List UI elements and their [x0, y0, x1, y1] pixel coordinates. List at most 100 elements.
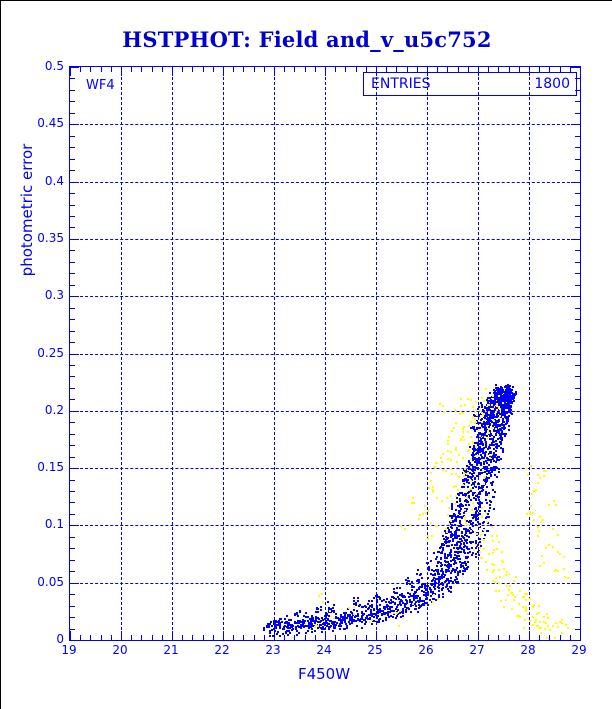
scatter-point: [502, 450, 504, 452]
scatter-point: [466, 557, 468, 559]
scatter-point: [489, 455, 491, 457]
scatter-point: [353, 609, 355, 611]
scatter-point: [375, 619, 377, 621]
y-axis-minor-tick: [575, 422, 580, 423]
y-axis-minor-tick: [70, 250, 75, 251]
scatter-point: [539, 621, 541, 623]
scatter-point: [501, 390, 503, 392]
scatter-point: [309, 623, 311, 625]
scatter-point: [475, 507, 477, 509]
scatter-point: [464, 534, 466, 536]
scatter-point: [468, 443, 470, 445]
scatter-point: [472, 522, 474, 524]
x-axis-tick: [70, 631, 71, 640]
scatter-point: [471, 509, 473, 511]
scatter-point: [438, 594, 440, 596]
scatter-point: [415, 595, 417, 597]
scatter-point: [483, 463, 485, 465]
scatter-point: [472, 426, 474, 428]
scatter-point: [317, 625, 319, 627]
scatter-point: [493, 400, 495, 402]
scatter-point: [491, 526, 493, 528]
scatter-point: [416, 589, 418, 591]
scatter-point: [535, 489, 537, 491]
scatter-point: [419, 514, 421, 516]
scatter-point: [494, 491, 496, 493]
scatter-point: [442, 405, 444, 407]
scatter-point: [402, 612, 404, 614]
x-axis-minor-tick: [570, 635, 571, 640]
scatter-point: [438, 551, 440, 553]
y-axis-minor-tick: [575, 136, 580, 137]
scatter-point: [489, 438, 491, 440]
scatter-point: [503, 409, 505, 411]
scatter-point: [489, 472, 491, 474]
scatter-point: [500, 435, 502, 437]
scatter-point: [495, 428, 497, 430]
y-axis-minor-tick: [70, 319, 75, 320]
scatter-point: [328, 628, 330, 630]
scatter-point: [285, 632, 287, 634]
scatter-point: [324, 624, 326, 626]
scatter-point: [450, 572, 452, 574]
scatter-point: [421, 590, 423, 592]
scatter-point: [405, 599, 407, 601]
y-axis-title: photometric error: [18, 143, 36, 277]
scatter-point: [480, 441, 482, 443]
scatter-point: [547, 617, 549, 619]
scatter-point: [274, 625, 276, 627]
scatter-point: [552, 625, 554, 627]
scatter-point: [493, 569, 495, 571]
scatter-point: [472, 452, 474, 454]
y-axis-minor-tick: [70, 227, 75, 228]
scatter-point: [477, 408, 479, 410]
scatter-point: [482, 415, 484, 417]
scatter-point: [478, 483, 480, 485]
scatter-point: [441, 564, 443, 566]
scatter-point: [440, 583, 442, 585]
scatter-point: [402, 617, 404, 619]
scatter-point: [495, 392, 497, 394]
scatter-point: [508, 391, 510, 393]
scatter-point: [432, 574, 434, 576]
scatter-point: [484, 476, 486, 478]
scatter-point: [297, 620, 299, 622]
scatter-point: [349, 618, 351, 620]
scatter-point: [503, 428, 505, 430]
panel-tag-label: WF4: [86, 78, 115, 93]
scatter-point: [446, 538, 448, 540]
scatter-point: [486, 409, 488, 411]
scatter-point: [445, 561, 447, 563]
scatter-point: [291, 629, 293, 631]
scatter-point: [269, 635, 271, 637]
scatter-point: [466, 481, 468, 483]
scatter-point: [482, 470, 484, 472]
scatter-point: [350, 611, 352, 613]
scatter-point: [434, 583, 436, 585]
scatter-point: [466, 480, 468, 482]
scatter-point: [455, 531, 457, 533]
scatter-point: [327, 601, 329, 603]
y-axis-tick-label: 0.2: [44, 403, 64, 417]
scatter-point: [371, 600, 373, 602]
scatter-point: [343, 628, 345, 630]
scatter-point: [458, 547, 460, 549]
scatter-point: [295, 628, 297, 630]
scatter-point: [498, 409, 500, 411]
scatter-point: [462, 412, 464, 414]
scatter-point: [306, 625, 308, 627]
scatter-point: [513, 599, 515, 601]
x-axis-minor-tick: [192, 67, 193, 72]
scatter-point: [391, 608, 393, 610]
scatter-point: [483, 400, 485, 402]
scatter-point: [290, 626, 292, 628]
gridline-vertical: [121, 67, 122, 640]
scatter-point: [488, 477, 490, 479]
scatter-point: [326, 625, 328, 627]
scatter-point: [474, 418, 476, 420]
scatter-point: [471, 514, 473, 516]
scatter-point: [352, 614, 354, 616]
scatter-point: [388, 616, 390, 618]
scatter-point: [486, 399, 488, 401]
scatter-point: [474, 457, 476, 459]
